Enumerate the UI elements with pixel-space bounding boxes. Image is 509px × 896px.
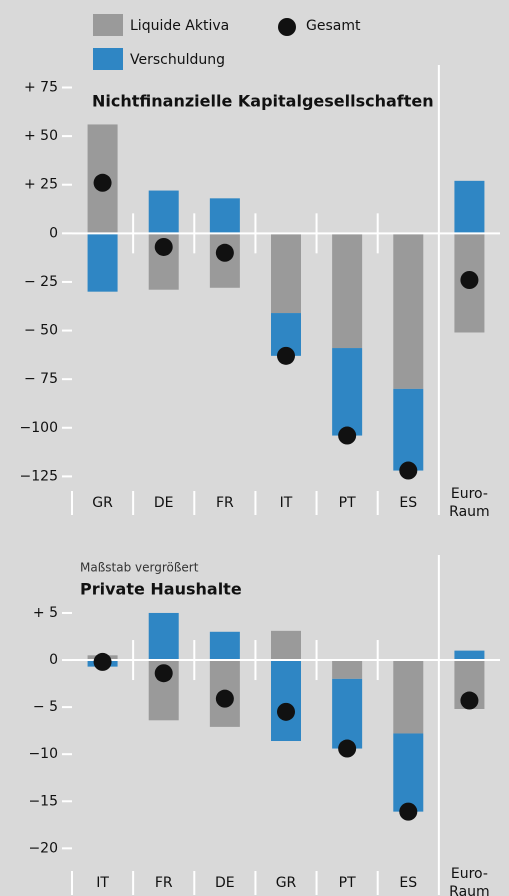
chart-title: Nichtfinanzielle Kapitalgesellschaften <box>92 92 434 111</box>
x-tick-label: ES <box>399 875 417 891</box>
y-tick-label: −125 <box>20 468 58 484</box>
dot <box>338 426 357 445</box>
dot <box>338 739 357 758</box>
y-tick-label: − 5 <box>33 699 58 715</box>
bar <box>332 348 363 436</box>
bar <box>393 660 424 734</box>
x-tick-label: ES <box>399 495 417 511</box>
x-tick-label: GR <box>92 495 113 511</box>
y-tick-label: −10 <box>28 746 58 762</box>
dot <box>277 702 295 721</box>
y-tick-label: − 75 <box>24 371 58 387</box>
dot <box>277 346 295 365</box>
y-tick-label: + 25 <box>24 177 58 193</box>
dot <box>215 243 234 262</box>
dot <box>399 802 418 821</box>
legend-label: Verschuldung <box>130 52 225 68</box>
dot <box>154 237 173 256</box>
dot <box>93 652 112 671</box>
legend-label: Gesamt <box>306 18 361 34</box>
y-tick-label: 0 <box>49 652 58 668</box>
x-tick-label: GR <box>276 875 297 891</box>
x-tick-label: FR <box>216 495 234 511</box>
dot <box>460 691 479 710</box>
y-tick-label: + 50 <box>24 128 58 144</box>
chart-subtitle: Maßstab vergrößert <box>80 561 199 575</box>
x-tick-label: PT <box>339 875 356 891</box>
x-tick-label: IT <box>96 875 109 891</box>
legend-swatch <box>93 14 123 36</box>
legend-swatch <box>93 48 123 70</box>
bar <box>332 233 363 349</box>
x-tick-label: DE <box>215 875 235 891</box>
bar <box>209 631 240 661</box>
bar <box>271 660 301 742</box>
bar <box>454 650 485 661</box>
chart-title: Private Haushalte <box>80 580 242 599</box>
y-tick-label: −100 <box>20 420 58 436</box>
x-tick-label: IT <box>280 495 293 511</box>
y-tick-label: 0 <box>49 225 58 241</box>
bar <box>148 612 179 661</box>
bar <box>332 678 363 749</box>
y-tick-label: − 25 <box>24 274 58 290</box>
y-tick-label: −20 <box>28 840 58 856</box>
y-tick-label: −15 <box>28 793 58 809</box>
x-tick-label: Euro-Raum <box>449 486 490 520</box>
bar <box>454 180 485 234</box>
bar <box>332 660 363 679</box>
x-tick-label: DE <box>154 495 174 511</box>
bar <box>148 190 179 234</box>
dot <box>154 664 173 683</box>
y-tick-label: + 75 <box>24 80 58 96</box>
bar <box>271 630 301 661</box>
x-tick-label: PT <box>339 495 356 511</box>
x-tick-label: FR <box>155 875 173 891</box>
dot <box>399 461 418 480</box>
bar <box>209 198 240 234</box>
legend-dot <box>278 18 296 36</box>
bar <box>393 733 424 812</box>
bar <box>271 233 301 314</box>
y-tick-label: + 5 <box>33 605 58 621</box>
bar <box>393 233 424 389</box>
bar <box>87 233 118 292</box>
legend-label: Liquide Aktiva <box>130 18 229 34</box>
bar <box>393 388 424 471</box>
dot <box>460 271 479 289</box>
y-tick-label: − 50 <box>24 323 58 339</box>
dot <box>215 689 234 708</box>
dot <box>93 173 112 192</box>
x-tick-label: Euro-Raum <box>449 866 490 896</box>
